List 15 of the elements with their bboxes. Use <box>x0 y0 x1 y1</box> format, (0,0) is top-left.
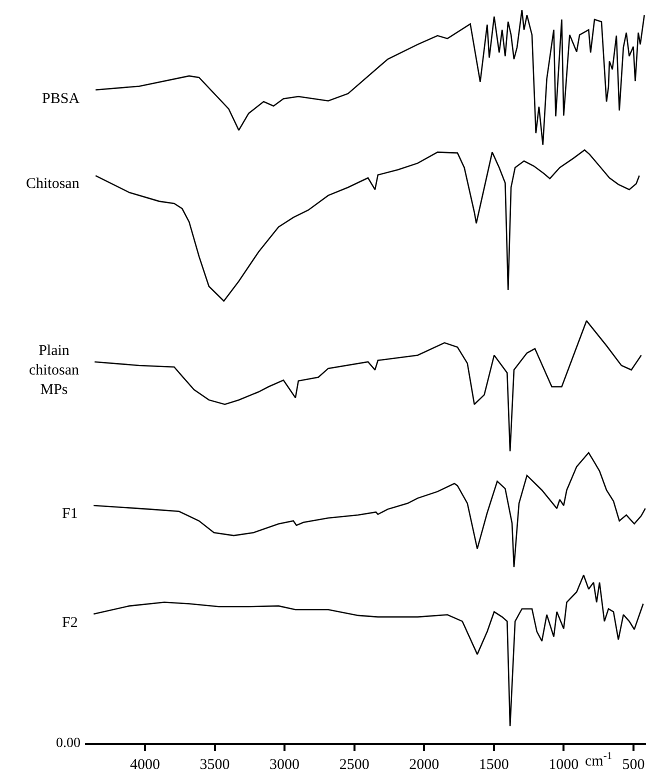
series-label: F1 <box>62 506 78 522</box>
text: 0.00 <box>56 736 80 751</box>
x-tick-label: 1000 <box>548 757 579 773</box>
x-tick-label: 3000 <box>270 757 300 773</box>
series-label: Plain chitosan MPs <box>29 343 80 398</box>
series-label: Chitosan <box>26 176 80 192</box>
x-tick-label: 2500 <box>339 757 370 773</box>
series-label: PBSA <box>42 91 80 107</box>
x-tick-label: 4000 <box>130 757 160 773</box>
x-tick-label: 3500 <box>200 757 230 773</box>
x-tick-label: 500 <box>622 757 645 773</box>
x-axis-title: cm$^{-1}$ <box>585 751 612 770</box>
x-tick-label: 2000 <box>409 757 440 773</box>
x-tick-label: 1500 <box>478 757 509 773</box>
series-label: F2 <box>62 615 78 631</box>
